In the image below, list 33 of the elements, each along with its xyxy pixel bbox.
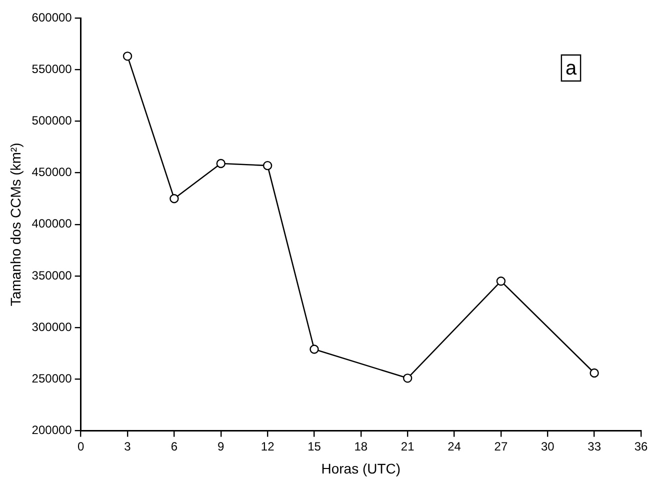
x-tick-label: 24 [448,439,462,454]
annotation: a [565,58,578,80]
x-tick-label: 6 [170,439,178,454]
point [170,194,179,204]
x-tick-label: 0 [78,439,84,454]
y-tick-label: 400000 [32,216,72,231]
x-tick-label: 15 [308,439,322,454]
point [310,344,319,354]
y-axis-title: Tamanho dos CCMs (km²) [7,142,24,306]
x-tick-label: 21 [400,439,415,454]
x-tick-label: 18 [354,439,368,454]
x-tick-label: 9 [218,439,225,454]
y-tick-label: 450000 [32,165,72,180]
y-tick-label: 200000 [32,423,72,438]
x-tick-label: 3 [124,439,132,454]
y-tick-label: 350000 [32,268,72,282]
y-tick-label: 300000 [32,320,72,334]
x-tick-label: 27 [494,439,508,454]
point [122,52,132,61]
x-tick-label: 30 [540,439,555,454]
point [590,368,599,378]
x-axis-title: Horas (UTC) [321,460,401,476]
point [496,276,506,286]
point [262,160,272,170]
y-tick-label: 250000 [32,372,72,386]
x-tick-label: 12 [260,439,275,454]
y-tick-label: 500000 [32,114,72,128]
point [216,158,226,168]
y-tick-label: 550000 [32,62,72,76]
point [403,374,412,383]
x-tick-label: 33 [588,439,602,454]
x-tick-label: 36 [634,439,648,454]
y-tick-label: 600000 [32,10,72,24]
